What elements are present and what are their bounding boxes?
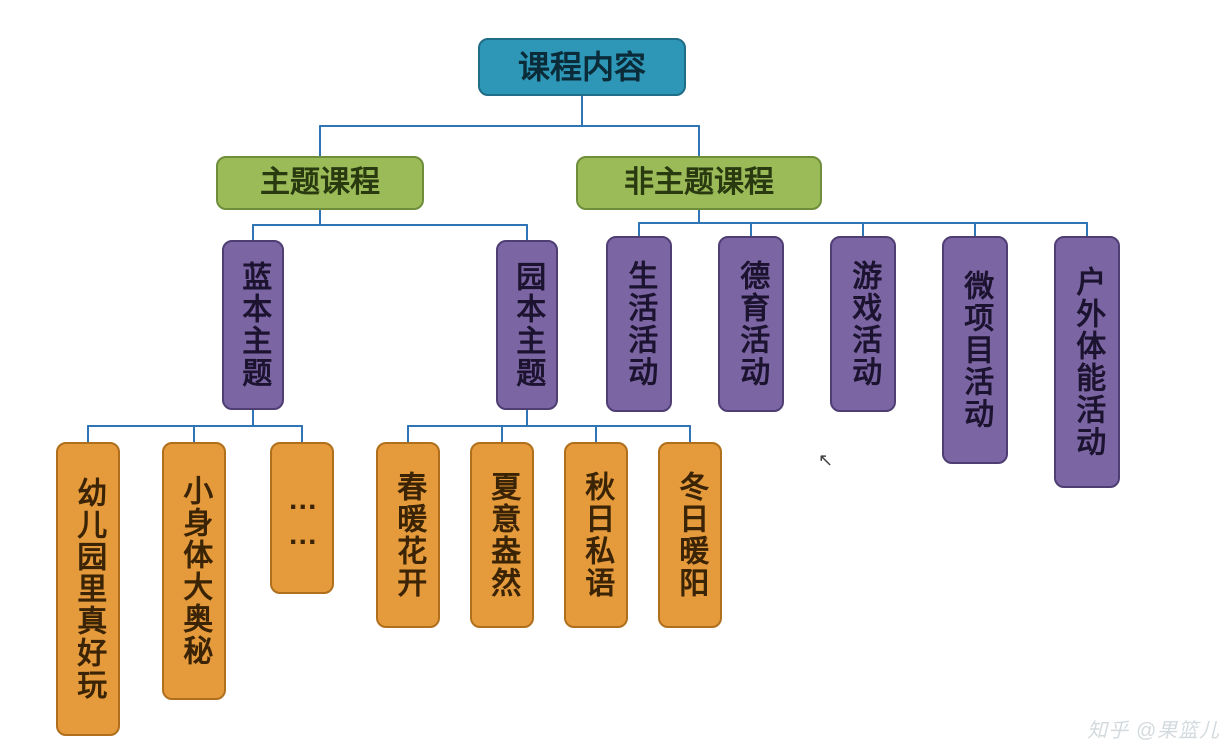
node-p6: 微项目活动 xyxy=(942,236,1008,464)
node-g2: 非主题课程 xyxy=(576,156,822,210)
node-o1: 幼儿园里真好玩 xyxy=(56,442,120,736)
watermark: 知乎 @果篮儿 xyxy=(1087,714,1220,743)
node-p3: 生活活动 xyxy=(606,236,672,412)
node-o3: …… xyxy=(270,442,334,594)
watermark-text: 知乎 @果篮儿 xyxy=(1087,714,1220,743)
node-o4: 春暖花开 xyxy=(376,442,440,628)
node-p2: 园本主题 xyxy=(496,240,558,410)
node-root: 课程内容 xyxy=(478,38,686,96)
node-o7: 冬日暖阳 xyxy=(658,442,722,628)
node-p5: 游戏活动 xyxy=(830,236,896,412)
node-o2: 小身体大奥秘 xyxy=(162,442,226,700)
node-g1: 主题课程 xyxy=(216,156,424,210)
node-p7: 户外体能活动 xyxy=(1054,236,1120,488)
node-o5: 夏意盎然 xyxy=(470,442,534,628)
node-p4: 德育活动 xyxy=(718,236,784,412)
diagram-canvas: 课程内容主题课程 非主题课程蓝本主题 园本主题生活活动德育活动游戏活动微项目活动户外… xyxy=(0,0,1232,751)
node-p1: 蓝本主题 xyxy=(222,240,284,410)
cursor-icon: ↖ xyxy=(818,450,833,471)
node-o6: 秋日私语 xyxy=(564,442,628,628)
